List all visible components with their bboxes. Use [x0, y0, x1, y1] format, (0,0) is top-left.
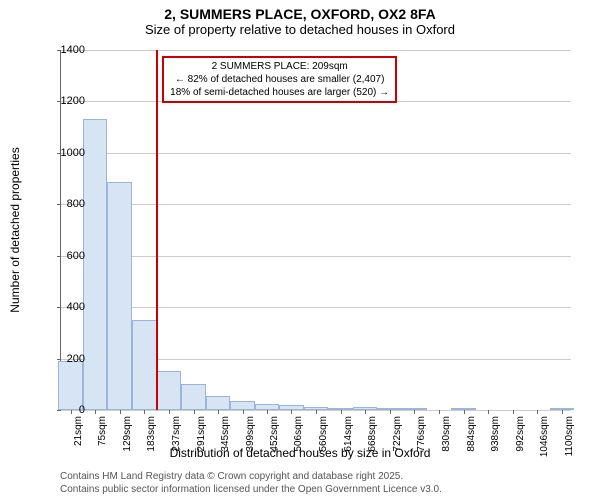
x-tick-mark [488, 410, 489, 414]
x-tick-mark [267, 410, 268, 414]
x-tick-mark [390, 410, 391, 414]
x-tick-mark [439, 410, 440, 414]
y-tick-label: 1000 [45, 147, 85, 159]
y-tick-label: 800 [45, 198, 85, 210]
grid-line [61, 153, 571, 154]
x-tick-mark [95, 410, 96, 414]
x-tick-mark [341, 410, 342, 414]
x-tick-label: 884sqm [466, 416, 477, 466]
histogram-bar [206, 396, 231, 410]
x-tick-label: 1046sqm [539, 416, 550, 466]
x-tick-label: 452sqm [269, 416, 280, 466]
chart-title: 2, SUMMERS PLACE, OXFORD, OX2 8FA [0, 0, 600, 22]
chart-container: 2, SUMMERS PLACE, OXFORD, OX2 8FA Size o… [0, 0, 600, 500]
x-tick-label: 1100sqm [564, 416, 575, 466]
histogram-bar [157, 371, 182, 410]
x-tick-mark [243, 410, 244, 414]
chart-subtitle: Size of property relative to detached ho… [0, 22, 600, 41]
grid-line [61, 204, 571, 205]
x-tick-label: 560sqm [318, 416, 329, 466]
x-tick-label: 21sqm [73, 416, 84, 466]
grid-line [61, 307, 571, 308]
x-tick-mark [316, 410, 317, 414]
x-tick-mark [365, 410, 366, 414]
x-tick-mark [513, 410, 514, 414]
x-tick-mark [464, 410, 465, 414]
y-axis-label: Number of detached properties [8, 147, 22, 312]
histogram-bar [58, 361, 83, 410]
y-tick-label: 1400 [45, 44, 85, 56]
x-tick-label: 776sqm [416, 416, 427, 466]
footer-line-2: Contains public sector information licen… [60, 483, 442, 496]
histogram-bar [132, 320, 157, 410]
x-tick-mark [169, 410, 170, 414]
x-tick-label: 830sqm [441, 416, 452, 466]
x-tick-label: 291sqm [196, 416, 207, 466]
grid-line [61, 256, 571, 257]
x-tick-label: 614sqm [343, 416, 354, 466]
histogram-bar [83, 119, 108, 410]
callout-line-2: ← 82% of detached houses are smaller (2,… [170, 73, 389, 86]
y-tick-label: 400 [45, 301, 85, 313]
histogram-bar [181, 384, 206, 410]
x-tick-label: 506sqm [293, 416, 304, 466]
x-tick-mark [291, 410, 292, 414]
x-tick-label: 237sqm [171, 416, 182, 466]
x-tick-label: 129sqm [122, 416, 133, 466]
x-tick-mark [218, 410, 219, 414]
callout-box: 2 SUMMERS PLACE: 209sqm← 82% of detached… [162, 56, 397, 103]
plot-area: 2 SUMMERS PLACE: 209sqm← 82% of detached… [60, 50, 571, 411]
x-tick-label: 668sqm [367, 416, 378, 466]
y-tick-label: 1200 [45, 95, 85, 107]
x-tick-label: 345sqm [220, 416, 231, 466]
marker-line [156, 50, 158, 410]
x-tick-label: 938sqm [490, 416, 501, 466]
footer-line-1: Contains HM Land Registry data © Crown c… [60, 470, 442, 483]
x-tick-label: 183sqm [146, 416, 157, 466]
chart-footer: Contains HM Land Registry data © Crown c… [60, 470, 442, 496]
x-tick-mark [194, 410, 195, 414]
x-tick-label: 399sqm [245, 416, 256, 466]
histogram-bar [107, 182, 132, 410]
x-tick-label: 992sqm [515, 416, 526, 466]
grid-line [61, 50, 571, 51]
x-tick-mark [414, 410, 415, 414]
x-tick-mark [537, 410, 538, 414]
y-tick-label: 200 [45, 353, 85, 365]
x-tick-mark [144, 410, 145, 414]
y-tick-label: 600 [45, 250, 85, 262]
histogram-bar [230, 401, 255, 410]
x-tick-label: 75sqm [97, 416, 108, 466]
callout-line-1: 2 SUMMERS PLACE: 209sqm [170, 60, 389, 73]
y-tick-label: 0 [45, 404, 85, 416]
x-tick-label: 722sqm [392, 416, 403, 466]
x-tick-mark [120, 410, 121, 414]
x-tick-mark [562, 410, 563, 414]
callout-line-3: 18% of semi-detached houses are larger (… [170, 86, 389, 99]
